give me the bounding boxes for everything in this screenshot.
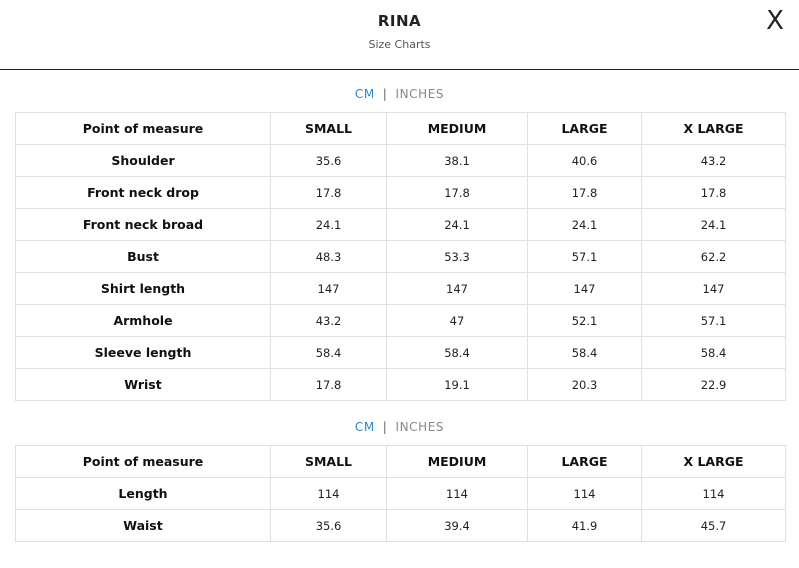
modal-subtitle: Size Charts	[368, 38, 431, 51]
table-row: Bust 48.3 53.3 57.1 62.2	[15, 240, 786, 273]
cell-value: 24.1	[527, 208, 642, 241]
unit-separator: |	[382, 87, 388, 101]
cell-value: 35.6	[270, 144, 387, 177]
cell-value: 47	[386, 304, 528, 337]
column-header: MEDIUM	[386, 445, 528, 478]
table-row: Wrist 17.8 19.1 20.3 22.9	[15, 368, 786, 401]
cell-value: 57.1	[641, 304, 786, 337]
column-header: LARGE	[527, 112, 642, 145]
cell-value: 57.1	[527, 240, 642, 273]
column-header: LARGE	[527, 445, 642, 478]
row-label: Sleeve length	[15, 336, 271, 369]
cell-value: 41.9	[527, 509, 642, 542]
cell-value: 39.4	[386, 509, 528, 542]
column-header: X LARGE	[641, 112, 786, 145]
size-chart-table-top-measurements: Point of measure SMALL MEDIUM LARGE X LA…	[15, 112, 786, 401]
table-header-row: Point of measure SMALL MEDIUM LARGE X LA…	[15, 445, 786, 478]
cell-value: 24.1	[641, 208, 786, 241]
cell-value: 147	[386, 272, 528, 305]
table-row: Armhole 43.2 47 52.1 57.1	[15, 304, 786, 337]
row-label: Front neck broad	[15, 208, 271, 241]
cell-value: 45.7	[641, 509, 786, 542]
row-label: Waist	[15, 509, 271, 542]
cell-value: 53.3	[386, 240, 528, 273]
close-icon[interactable]: X	[766, 6, 784, 36]
cell-value: 17.8	[386, 176, 528, 209]
product-title: RINA	[377, 12, 422, 30]
cell-value: 35.6	[270, 509, 387, 542]
unit-inches-button[interactable]: INCHES	[395, 420, 445, 434]
unit-toggle-bottom: CM | INCHES	[0, 420, 799, 434]
modal-header: RINA Size Charts X	[0, 0, 799, 70]
cell-value: 17.8	[527, 176, 642, 209]
cell-value: 20.3	[527, 368, 642, 401]
unit-cm-button[interactable]: CM	[354, 420, 375, 434]
column-header: SMALL	[270, 112, 387, 145]
cell-value: 19.1	[386, 368, 528, 401]
cell-value: 17.8	[270, 368, 387, 401]
cell-value: 58.4	[641, 336, 786, 369]
table-row: Shoulder 35.6 38.1 40.6 43.2	[15, 144, 786, 177]
column-header: Point of measure	[15, 445, 271, 478]
cell-value: 24.1	[386, 208, 528, 241]
table-row: Shirt length 147 147 147 147	[15, 272, 786, 305]
cell-value: 58.4	[270, 336, 387, 369]
row-label: Armhole	[15, 304, 271, 337]
cell-value: 58.4	[386, 336, 528, 369]
column-header: Point of measure	[15, 112, 271, 145]
cell-value: 40.6	[527, 144, 642, 177]
cell-value: 114	[270, 477, 387, 510]
column-header: MEDIUM	[386, 112, 528, 145]
unit-cm-button[interactable]: CM	[354, 87, 375, 101]
table-header-row: Point of measure SMALL MEDIUM LARGE X LA…	[15, 112, 786, 145]
cell-value: 52.1	[527, 304, 642, 337]
cell-value: 43.2	[270, 304, 387, 337]
row-label: Shoulder	[15, 144, 271, 177]
cell-value: 62.2	[641, 240, 786, 273]
cell-value: 147	[641, 272, 786, 305]
table-row: Front neck drop 17.8 17.8 17.8 17.8	[15, 176, 786, 209]
cell-value: 114	[641, 477, 786, 510]
cell-value: 22.9	[641, 368, 786, 401]
cell-value: 43.2	[641, 144, 786, 177]
cell-value: 38.1	[386, 144, 528, 177]
unit-separator: |	[382, 420, 388, 434]
unit-toggle-top: CM | INCHES	[0, 87, 799, 101]
cell-value: 58.4	[527, 336, 642, 369]
cell-value: 147	[270, 272, 387, 305]
cell-value: 17.8	[641, 176, 786, 209]
table-row: Sleeve length 58.4 58.4 58.4 58.4	[15, 336, 786, 369]
row-label: Bust	[15, 240, 271, 273]
column-header: X LARGE	[641, 445, 786, 478]
table-row: Waist 35.6 39.4 41.9 45.7	[15, 509, 786, 542]
row-label: Front neck drop	[15, 176, 271, 209]
table-row: Length 114 114 114 114	[15, 477, 786, 510]
cell-value: 147	[527, 272, 642, 305]
size-chart-table-bottom-measurements: Point of measure SMALL MEDIUM LARGE X LA…	[15, 445, 786, 542]
row-label: Shirt length	[15, 272, 271, 305]
cell-value: 24.1	[270, 208, 387, 241]
unit-inches-button[interactable]: INCHES	[395, 87, 445, 101]
row-label: Wrist	[15, 368, 271, 401]
column-header: SMALL	[270, 445, 387, 478]
cell-value: 114	[527, 477, 642, 510]
cell-value: 48.3	[270, 240, 387, 273]
cell-value: 17.8	[270, 176, 387, 209]
table-row: Front neck broad 24.1 24.1 24.1 24.1	[15, 208, 786, 241]
row-label: Length	[15, 477, 271, 510]
cell-value: 114	[386, 477, 528, 510]
